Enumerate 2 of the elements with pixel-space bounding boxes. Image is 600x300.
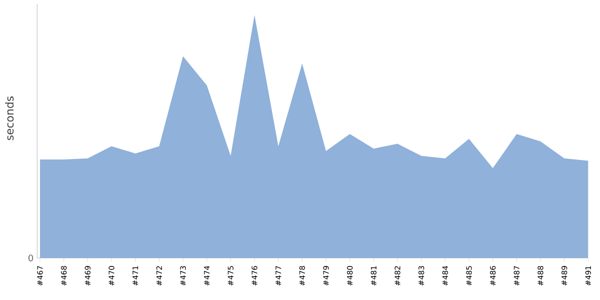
text: 0	[28, 254, 34, 262]
y-axis-title: seconds	[5, 96, 14, 140]
